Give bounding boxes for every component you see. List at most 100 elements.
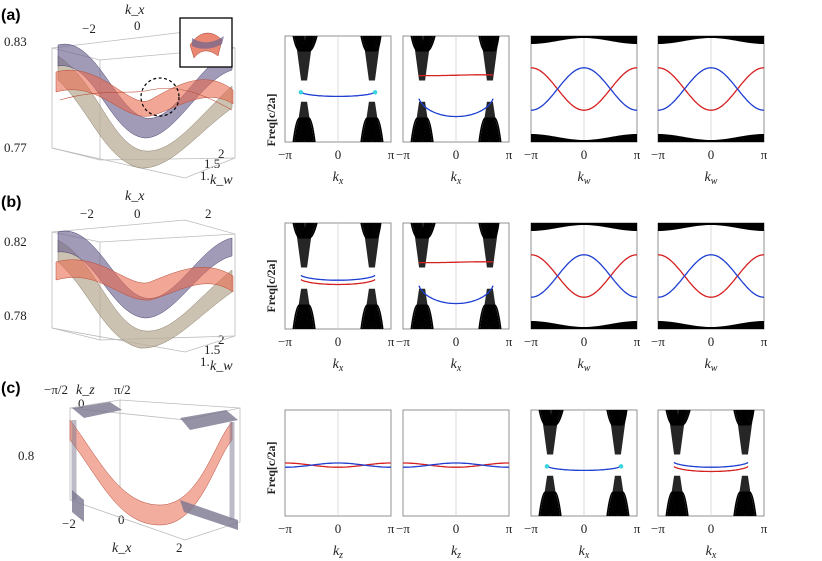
bulk-band-top-fill xyxy=(413,36,432,81)
x-tick-label: −π xyxy=(396,521,410,536)
series-line-0 xyxy=(673,461,749,468)
x-tick-label: 0 xyxy=(335,147,342,162)
surface-c-toptick: −π/2 xyxy=(44,382,68,397)
band-structure-panels: −π 0 π kx −π 0 π kx −π 0 π kw −π 0 π kw −π 0 π kx −π 0 π kx −π 0 π… xyxy=(278,35,768,561)
bulk-band-bottom-fill xyxy=(480,288,499,329)
series-line-0 xyxy=(285,462,391,468)
series-line-1 xyxy=(530,67,638,111)
x-tick-label: −π xyxy=(278,334,292,349)
band-panel-a3: −π 0 π kw xyxy=(524,35,641,187)
bulk-band-bottom-fill xyxy=(295,101,314,142)
surface-c-ytick: 0.8 xyxy=(18,448,34,463)
bulk-band-top-fill xyxy=(295,223,314,268)
x-tick-label: −π xyxy=(396,147,410,162)
edge-endpoint xyxy=(372,90,378,95)
surface-a-xtick: −2 xyxy=(82,21,96,36)
x-axis-label: kx xyxy=(333,170,344,187)
surface-c-top-right-patch xyxy=(180,410,238,430)
surface-plot-c: −π/2 k_z 0 π/2 0.8 −2 0 2 k_x xyxy=(18,382,241,556)
x-tick-label: π xyxy=(634,334,641,349)
x-tick-label: π xyxy=(634,521,641,536)
band-panel-a1: −π 0 π kx xyxy=(278,35,395,187)
bulk-band-top xyxy=(531,36,637,44)
bulk-band-top-fill xyxy=(295,36,314,81)
x-axis-label: kx xyxy=(706,544,717,561)
bulk-band-bottom xyxy=(531,134,637,142)
edge-endpoint xyxy=(618,464,624,469)
x-tick-label: 0 xyxy=(453,521,460,536)
series-line-0 xyxy=(403,462,509,468)
series-line-1 xyxy=(657,67,765,111)
series-line-0 xyxy=(418,261,494,264)
series-line-1 xyxy=(673,466,749,473)
bulk-band-bottom-fill xyxy=(480,101,499,142)
x-axis-label: kx xyxy=(451,170,462,187)
freq-axis-label-b: Freq[c/2a] xyxy=(264,259,278,312)
x-axis-label: kw xyxy=(578,170,591,187)
x-tick-label: 0 xyxy=(708,521,715,536)
bulk-band-bottom-fill xyxy=(295,288,314,329)
bulk-band-top xyxy=(658,223,764,231)
bulk-band-top xyxy=(658,36,764,44)
band-panel-c2: −π 0 π kz xyxy=(396,409,513,561)
x-tick-label: −π xyxy=(524,521,538,536)
surface-c-xtick: 0 xyxy=(118,512,125,527)
bulk-band-bottom-fill xyxy=(362,101,381,142)
x-tick-label: π xyxy=(761,521,768,536)
surface-c-top-left-patch xyxy=(72,402,122,418)
surface-plot-a: k_x −2 0 0.83 0.77 2 1.5 1. k_w xyxy=(4,3,236,188)
series-line-0 xyxy=(530,254,638,298)
surface-c-side-walls xyxy=(71,420,235,520)
surface-a-mesh-line xyxy=(59,88,233,111)
surface-b-ytick: 0.78 xyxy=(4,308,27,323)
surface-b-depthtick: 1.5 xyxy=(204,342,220,357)
bulk-band-bottom-fill xyxy=(541,475,560,516)
x-tick-label: −π xyxy=(651,147,665,162)
surface-a-depth-label: k_w xyxy=(210,173,233,188)
x-tick-label: 0 xyxy=(581,521,588,536)
band-panel-b2: −π 0 π kx xyxy=(396,222,513,374)
surface-b-red-sheet xyxy=(55,259,234,301)
x-tick-label: −π xyxy=(524,334,538,349)
x-axis-label: kx xyxy=(333,357,344,374)
series-line-1 xyxy=(285,462,391,468)
series-line-0 xyxy=(657,67,765,111)
bulk-band-bottom xyxy=(658,321,764,329)
bulk-band-bottom-fill xyxy=(608,475,627,516)
bulk-band-top-fill xyxy=(480,36,499,81)
x-tick-label: π xyxy=(506,334,513,349)
freq-axis-label-a: Freq[c/2a] xyxy=(264,93,278,146)
edge-endpoint xyxy=(544,464,550,469)
edge-endpoint xyxy=(298,90,304,95)
x-axis-label: kx xyxy=(451,357,462,374)
surface-b-depthtick: 2 xyxy=(218,332,225,347)
series-line-0 xyxy=(300,91,376,98)
bulk-band-bottom xyxy=(531,321,637,329)
surface-a-ytick: 0.83 xyxy=(4,34,27,49)
bulk-band-top-fill xyxy=(735,410,754,455)
x-tick-label: 0 xyxy=(335,521,342,536)
band-panel-c3: −π 0 π kx xyxy=(524,409,641,561)
x-tick-label: π xyxy=(388,521,395,536)
surface-c-red-sheet xyxy=(69,419,233,526)
bulk-band-top-fill xyxy=(362,36,381,81)
bulk-band-top-fill xyxy=(668,410,687,455)
x-axis-label: kz xyxy=(451,544,461,561)
row-label-a: (a) xyxy=(1,7,21,24)
x-tick-label: −π xyxy=(396,334,410,349)
surface-c-top-axis-label: k_z xyxy=(76,383,95,398)
series-line-0 xyxy=(300,274,376,281)
x-axis-label: kw xyxy=(705,170,718,187)
x-tick-label: −π xyxy=(278,521,292,536)
bulk-band-bottom-fill xyxy=(735,475,754,516)
band-panel-b4: −π 0 π kw xyxy=(651,222,768,374)
x-axis-label: kx xyxy=(579,544,590,561)
surface-a-red-sheet xyxy=(55,69,234,117)
series-line-1 xyxy=(418,98,494,118)
x-tick-label: 0 xyxy=(708,147,715,162)
bulk-band-top-fill xyxy=(541,410,560,455)
x-tick-label: π xyxy=(761,334,768,349)
x-tick-label: 0 xyxy=(453,147,460,162)
row-label-b: (b) xyxy=(1,194,21,211)
surface-b-xtick: 2 xyxy=(205,206,212,221)
